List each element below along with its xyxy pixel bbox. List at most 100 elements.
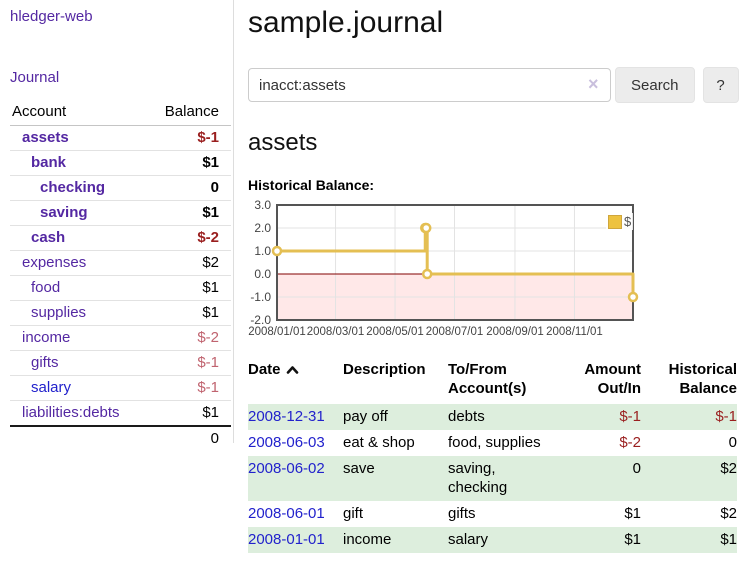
transaction-date-link[interactable]: 2008-06-02 [248, 460, 325, 477]
account-row: saving $1 [10, 200, 231, 226]
column-header-accounts: To/From Account(s) [448, 361, 527, 397]
account-balance: $-1 [146, 375, 231, 401]
account-row: assets $-1 [10, 125, 231, 151]
transaction-date-cell: 2008-12-31 [248, 404, 343, 430]
transaction-accounts-cell: food, supplies [448, 434, 541, 451]
account-balance: $-1 [146, 125, 231, 151]
data-point-marker[interactable] [420, 222, 432, 234]
account-link[interactable]: food [31, 279, 61, 296]
accounts-header-account: Account [10, 101, 147, 126]
transaction-balance-cell: $2 [720, 505, 737, 522]
account-row: expenses $2 [10, 250, 231, 276]
account-row: food $1 [10, 275, 231, 301]
transaction-accounts-cell: salary [448, 531, 489, 548]
account-link[interactable]: bank [31, 154, 67, 171]
account-balance: $2 [146, 250, 231, 276]
transaction-balance-cell: $-1 [715, 408, 737, 425]
account-link[interactable]: supplies [31, 304, 87, 321]
sidebar-divider [233, 0, 234, 443]
account-link[interactable]: liabilities:debts [22, 404, 120, 421]
x-tick-label: 2008/11/01 [546, 326, 603, 338]
account-link[interactable]: cash [31, 229, 66, 246]
account-link[interactable]: gifts [31, 354, 59, 371]
accounts-total-row: 0 [10, 425, 231, 451]
account-balance: $-2 [146, 325, 231, 351]
account-balance: $1 [146, 200, 231, 226]
transaction-description-cell: eat & shop [343, 434, 415, 451]
column-header-historical-balance: Historical Balance [668, 361, 737, 397]
transactions-table: Date Description To/From Account(s) Amou… [248, 360, 737, 553]
x-tick-label: 2008/03/01 [307, 326, 365, 338]
x-tick-label: 2008/05/01 [366, 326, 424, 338]
data-point-marker[interactable] [271, 245, 283, 257]
transaction-description-cell: income [343, 531, 392, 548]
y-tick-label: -2.0 [250, 313, 271, 327]
transaction-date-cell: 2008-06-01 [248, 501, 343, 527]
transaction-accounts-cell: saving, checking [448, 460, 508, 496]
search-form: × Search ? [248, 67, 742, 103]
accounts-header-row: Account Balance [10, 101, 231, 126]
account-row: bank $1 [10, 150, 231, 176]
account-section-title: assets [248, 129, 318, 156]
account-balance: $1 [146, 300, 231, 326]
transaction-balance-cell: $2 [720, 460, 737, 477]
y-tick-label: 0.0 [254, 267, 271, 281]
app-brand-link[interactable]: hledger-web [10, 8, 93, 25]
transaction-row: 2008-06-03 eat & shop food, supplies $-2 0 [248, 430, 737, 456]
transaction-date-cell: 2008-06-03 [248, 430, 343, 456]
data-point-marker[interactable] [421, 268, 433, 280]
account-row: supplies $1 [10, 300, 231, 326]
search-input[interactable] [248, 68, 611, 102]
transaction-balance-cell: 0 [728, 434, 737, 451]
transaction-row: 2008-06-01 gift gifts $1 $2 [248, 501, 737, 527]
transaction-balance-cell: $1 [720, 531, 737, 548]
chart-legend: $ [606, 213, 634, 230]
account-link[interactable]: income [22, 329, 71, 346]
transaction-amount-cell: 0 [632, 460, 641, 477]
transaction-date-link[interactable]: 2008-01-01 [248, 531, 325, 548]
data-point-marker[interactable] [627, 291, 639, 303]
sidebar: hledger-web Journal Account Balance asse… [0, 0, 234, 451]
account-balance: $-2 [146, 225, 231, 251]
search-button[interactable]: Search [615, 67, 695, 103]
transaction-date-link[interactable]: 2008-06-03 [248, 434, 325, 451]
y-tick-label: 1.0 [254, 244, 271, 258]
transaction-date-cell: 2008-06-02 [248, 456, 343, 501]
main-content: sample.journal × Search ? assets Histori… [248, 0, 742, 553]
account-link[interactable]: assets [22, 129, 69, 146]
page-title: sample.journal [248, 6, 444, 39]
account-balance: 0 [146, 175, 231, 201]
clear-search-icon[interactable]: × [588, 74, 599, 94]
transaction-description-cell: save [343, 460, 375, 477]
transaction-description-cell: gift [343, 505, 364, 522]
accounts-total-balance: 0 [146, 425, 231, 451]
account-balance: $1 [146, 400, 231, 427]
accounts-balance-table: Account Balance assets $-1 bank $1 checking 0… [10, 101, 231, 451]
transaction-description-cell: pay off [343, 408, 388, 425]
transaction-date-link[interactable]: 2008-06-01 [248, 505, 325, 522]
account-link[interactable]: expenses [22, 254, 87, 271]
account-row: salary $-1 [10, 375, 231, 401]
account-link[interactable]: salary [31, 379, 72, 396]
column-header-description: Description [343, 361, 426, 378]
accounts-header-balance: Balance [146, 101, 231, 126]
legend-label: $ [624, 214, 632, 229]
chart-canvas[interactable]: 2008/01/01 2008/03/01 2008/05/01 2008/07/01… [248, 198, 668, 340]
transaction-date-cell: 2008-01-01 [248, 527, 343, 553]
account-row: cash $-2 [10, 225, 231, 251]
help-button[interactable]: ? [702, 67, 739, 103]
account-balance: $-1 [146, 350, 231, 376]
historical-balance-chart[interactable]: 2008/01/01 2008/03/01 2008/05/01 2008/07/01… [248, 198, 668, 340]
transaction-date-link[interactable]: 2008-12-31 [248, 408, 325, 425]
legend-swatch-icon [608, 214, 622, 229]
column-header-date[interactable]: Date [248, 360, 343, 404]
account-row: income $-2 [10, 325, 231, 351]
y-tick-label: 2.0 [254, 221, 271, 235]
account-link[interactable]: saving [40, 204, 88, 221]
x-tick-label: 2008/01/01 [248, 326, 306, 338]
account-link[interactable]: checking [40, 179, 106, 196]
account-balance: $1 [146, 150, 231, 176]
x-tick-label: 2008/07/01 [426, 326, 484, 338]
plot-border [276, 204, 634, 321]
sidebar-item-journal[interactable]: Journal [10, 69, 60, 86]
